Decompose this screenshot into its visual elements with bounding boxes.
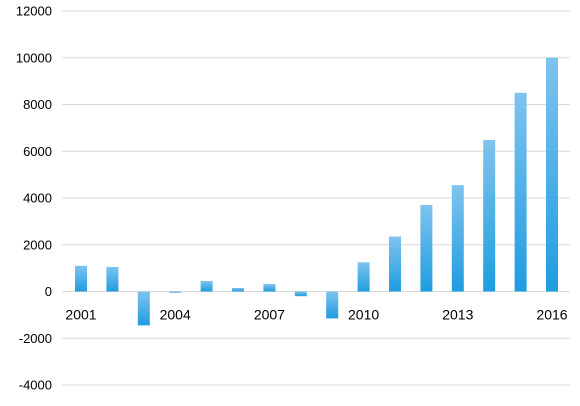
y-axis-tick-labels: 12000 10000 8000 6000 4000 2000 0 -2000 -4000: [16, 4, 52, 393]
x-tick-label: 2004: [160, 307, 191, 323]
bar-2012: [420, 205, 433, 292]
bar-2003: [137, 291, 150, 326]
x-axis-tick-labels: 2001 2004 2007 2010 2013 2016: [65, 307, 567, 323]
y-tick-label: -4000: [19, 378, 52, 393]
x-tick-label: 2016: [536, 307, 567, 323]
bar-2009: [326, 291, 339, 319]
bars: [75, 57, 558, 326]
bar-2011: [389, 236, 401, 292]
y-tick-label: 10000: [16, 50, 52, 65]
y-tick-label: 0: [45, 284, 52, 299]
y-tick-label: 2000: [23, 237, 52, 252]
bar-2007: [263, 284, 276, 292]
bar-2014: [483, 140, 496, 292]
x-tick-label: 2010: [348, 307, 379, 323]
bar-2004: [169, 291, 182, 293]
bar-2008: [294, 291, 307, 297]
bar-2005: [200, 280, 213, 292]
bar-2001: [75, 265, 87, 292]
bar-2010: [357, 262, 370, 292]
y-tick-label: 6000: [23, 144, 52, 159]
y-tick-label: 12000: [16, 4, 52, 19]
y-tick-label: 8000: [23, 97, 52, 112]
bar-2013: [451, 185, 464, 292]
bar-2016: [546, 57, 558, 292]
bar-2002: [106, 266, 119, 292]
bar-2015: [514, 92, 527, 292]
y-tick-label: -2000: [19, 331, 52, 346]
x-tick-label: 2007: [254, 307, 285, 323]
x-tick-label: 2013: [442, 307, 473, 323]
bar-2006: [232, 287, 244, 292]
y-tick-label: 4000: [23, 191, 52, 206]
x-tick-label: 2001: [65, 307, 96, 323]
